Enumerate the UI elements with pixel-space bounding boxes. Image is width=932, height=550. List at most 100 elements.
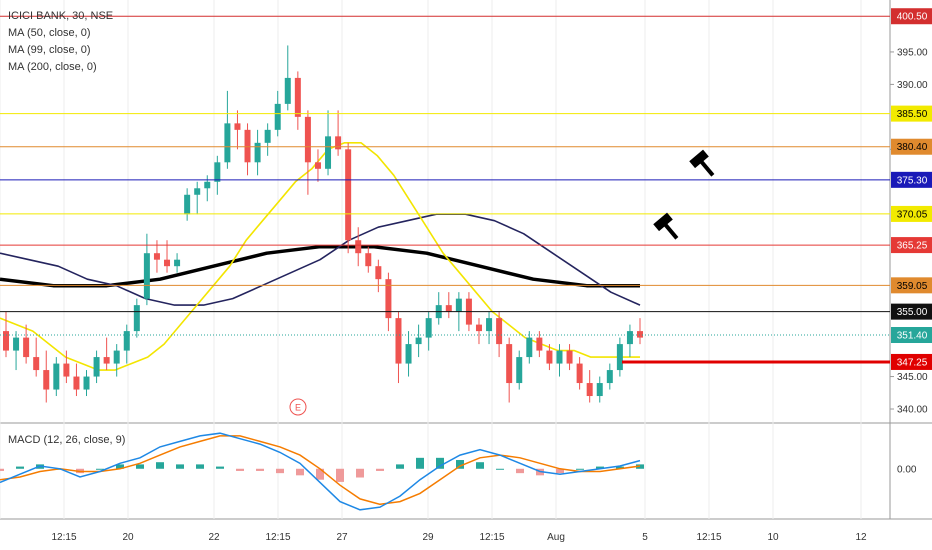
hammer-head (653, 212, 673, 232)
candle-body[interactable] (3, 331, 9, 351)
candle-body[interactable] (174, 259, 181, 267)
candle-body[interactable] (123, 331, 130, 351)
macd-histogram-bar (316, 468, 324, 480)
candle-body[interactable] (13, 337, 20, 351)
candle-body[interactable] (264, 129, 271, 143)
level-price-label: 385.50 (897, 109, 928, 120)
candle-body[interactable] (486, 318, 493, 332)
candle-body[interactable] (73, 376, 80, 390)
macd-legend[interactable]: MACD (12, 26, close, 9) (8, 434, 126, 446)
candle-body[interactable] (224, 123, 231, 163)
candle-body[interactable] (445, 305, 452, 312)
candle-body[interactable] (536, 337, 543, 351)
candle-body[interactable] (194, 188, 201, 195)
candle-body[interactable] (335, 136, 342, 150)
candle-body[interactable] (314, 162, 321, 169)
candle-body[interactable] (234, 123, 241, 130)
candle-body[interactable] (83, 376, 90, 390)
time-tick-label: 12:15 (265, 532, 290, 543)
candle-body[interactable] (606, 370, 613, 384)
time-tick-label: 12:15 (479, 532, 504, 543)
time-tick-label: 29 (422, 532, 434, 543)
level-price-label: 365.25 (897, 241, 928, 252)
candle-body[interactable] (274, 103, 281, 130)
candle-body[interactable] (596, 383, 603, 397)
macd-histogram-bar (276, 468, 284, 474)
candle-body[interactable] (496, 318, 503, 345)
hammer-icon[interactable] (689, 149, 720, 181)
candle-body[interactable] (284, 77, 291, 104)
candle-body[interactable] (506, 344, 513, 384)
candle-body[interactable] (244, 129, 251, 163)
level-price-label: 347.25 (897, 357, 928, 368)
candle-body[interactable] (556, 350, 563, 364)
macd-histogram-bar (296, 468, 304, 476)
candle-body[interactable] (294, 77, 301, 117)
candle-body[interactable] (103, 357, 110, 364)
price-label-bg (891, 277, 932, 294)
hammer-handle (699, 160, 715, 177)
candle-body[interactable] (113, 350, 120, 364)
candle-body[interactable] (626, 331, 633, 345)
candle-body[interactable] (365, 253, 372, 267)
candle-body[interactable] (616, 344, 623, 371)
candle-body[interactable] (586, 383, 593, 397)
candle-body[interactable] (63, 363, 70, 377)
macd-histogram-bar (416, 457, 424, 469)
candle-body[interactable] (516, 357, 523, 384)
candle-body[interactable] (184, 194, 191, 215)
candle-body[interactable] (566, 350, 573, 364)
ma99-legend[interactable]: MA (99, close, 0) (8, 44, 91, 56)
last-price-label: 351.40 (897, 331, 928, 342)
candle-body[interactable] (254, 142, 261, 163)
candle-body[interactable] (345, 149, 352, 241)
candle-body[interactable] (576, 363, 583, 384)
candle-body[interactable] (133, 305, 140, 332)
level-price-label: 380.40 (897, 142, 928, 153)
candle-body[interactable] (214, 162, 221, 182)
price-label-bg (891, 105, 932, 122)
candle-body[interactable] (143, 253, 150, 299)
ma200-legend[interactable]: MA (200, close, 0) (8, 61, 97, 73)
candle-body[interactable] (304, 116, 311, 163)
candle-body[interactable] (475, 324, 482, 332)
candle-body[interactable] (425, 318, 432, 338)
candle-body[interactable] (405, 344, 412, 364)
candle-body[interactable] (23, 337, 30, 358)
candle-body[interactable] (415, 337, 422, 345)
macd-histogram-bar (236, 468, 244, 471)
candle-body[interactable] (325, 136, 332, 169)
candle-body[interactable] (395, 318, 402, 364)
price-tick-label: 345.00 (897, 372, 928, 383)
ma50-legend[interactable]: MA (50, close, 0) (8, 27, 91, 39)
symbol-title[interactable]: ICICI BANK, 30, NSE (8, 10, 114, 22)
candle-body[interactable] (43, 370, 50, 390)
candle-body[interactable] (204, 181, 211, 189)
price-label-bg (891, 8, 932, 25)
macd-histogram-bar (456, 460, 464, 469)
macd-histogram-bar (96, 468, 104, 470)
candle-body[interactable] (164, 259, 171, 267)
candle-body[interactable] (153, 253, 160, 260)
candle-body[interactable] (526, 337, 533, 358)
candle-body[interactable] (455, 298, 462, 312)
macd-histogram-bar (0, 468, 4, 471)
candle-body[interactable] (355, 240, 362, 254)
candle-body[interactable] (53, 363, 60, 390)
macd-histogram-bar (556, 468, 564, 474)
candle-body[interactable] (33, 357, 40, 371)
candle-body[interactable] (93, 357, 100, 377)
hammer-icon[interactable] (653, 212, 684, 244)
candle-body[interactable] (375, 266, 382, 280)
macd-histogram-bar (576, 468, 584, 470)
macd-histogram-bar (616, 466, 624, 469)
time-tick-label: 20 (122, 532, 134, 543)
price-label-bg (891, 303, 932, 320)
candle-body[interactable] (637, 331, 643, 338)
candle-body[interactable] (385, 279, 392, 319)
candle-body[interactable] (546, 350, 553, 364)
macd-histogram-bar (436, 457, 444, 469)
earnings-marker[interactable] (289, 398, 307, 416)
